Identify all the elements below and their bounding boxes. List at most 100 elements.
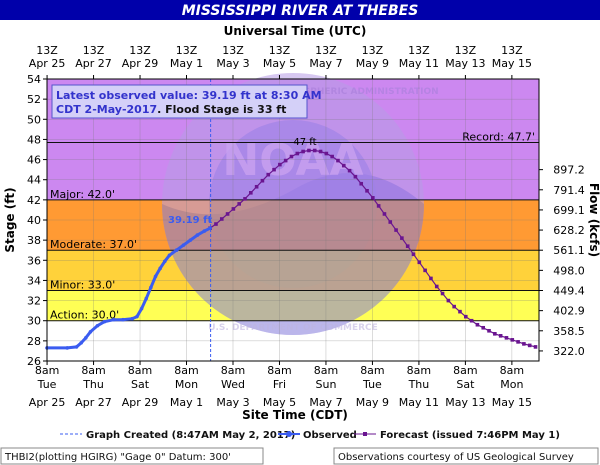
legend-forecast: Forecast (issued 7:46PM May 1) — [380, 430, 560, 441]
forecast-point — [382, 212, 387, 216]
forecast-point — [318, 149, 323, 154]
bottom-tick-label-time: 8am — [453, 364, 477, 377]
observed-point — [111, 317, 116, 322]
bottom-date-label: May 15 — [492, 396, 532, 409]
y-left-tick-label: 28 — [27, 335, 41, 348]
axis-ticks: 26 28 30 32 34 36 38 40 42 44 46 48 50 52 54 322.0 358.5… — [27, 44, 585, 409]
observed-point — [149, 285, 153, 290]
footer-right-text: Observations courtesy of US Geological S… — [338, 452, 574, 463]
forecast-point — [469, 318, 474, 323]
observed-point — [102, 319, 107, 324]
forecast-point — [434, 284, 439, 289]
forecast-point — [365, 188, 369, 193]
forecast-point — [330, 154, 334, 159]
observed-point — [195, 233, 200, 237]
record-threshold-label: Record: 47.7' — [462, 130, 535, 143]
footer-left-box — [0, 447, 264, 465]
observed-point — [88, 329, 93, 334]
y-left-axis-title: Stage (ft) — [3, 187, 17, 252]
forecast-point — [254, 184, 259, 189]
y-left-tick-label: 32 — [27, 295, 41, 308]
observed-point — [188, 238, 193, 242]
top-tick-label-date: May 15 — [492, 57, 532, 70]
top-axis-title: Universal Time (UTC) — [224, 24, 367, 38]
y-right-tick-label: 358.5 — [553, 325, 585, 338]
bottom-tick-label-day: Thu — [82, 378, 104, 391]
bottom-date-label: May 5 — [263, 396, 296, 409]
forecast-point — [504, 336, 509, 340]
bottom-tick-label-time: 8am — [314, 364, 338, 377]
observed-point — [167, 253, 172, 258]
forecast-point — [237, 202, 241, 206]
bottom-tick-label-time: 8am — [407, 364, 431, 377]
legend-forecast-marker — [363, 432, 367, 436]
top-tick-label-date: May 5 — [263, 57, 296, 70]
top-tick-label-date: Apr 27 — [75, 57, 112, 70]
forecast-point — [214, 222, 218, 226]
top-tick-label-time: 13Z — [129, 44, 151, 57]
observed-value-label: 39.19 ft — [168, 215, 212, 226]
legend: Graph Created (8:47AM May 2, 2017) Obser… — [60, 430, 560, 441]
top-tick-label-time: 13Z — [455, 44, 477, 57]
forecast-point — [371, 196, 375, 200]
forecast-point — [498, 334, 503, 338]
bottom-date-label: May 9 — [356, 396, 389, 409]
forecast-point — [243, 197, 247, 201]
bottom-tick-label-time: 8am — [221, 364, 245, 377]
bottom-tick-label-time: 8am — [267, 364, 291, 377]
bottom-date-label: Apr 27 — [75, 396, 112, 409]
forecast-point — [417, 260, 422, 265]
chart-title: MISSISSIPPI RIVER AT THEBES — [182, 3, 419, 19]
top-tick-label-time: 13Z — [362, 44, 384, 57]
forecast-point — [324, 151, 329, 156]
bottom-date-label: Apr 29 — [122, 396, 159, 409]
y-left-tick-label: 40 — [27, 214, 41, 227]
forecast-point — [411, 252, 416, 257]
y-right-tick-label: 402.9 — [553, 305, 585, 318]
info-line-1: Latest observed value: 39.19 ft at 8:30 … — [56, 89, 322, 102]
title-bar — [0, 0, 600, 20]
forecast-point — [289, 154, 294, 159]
bottom-tick-label-day: Fri — [273, 378, 286, 391]
observed-point — [135, 314, 139, 319]
y-right-axis-title: Flow (kcfs) — [587, 183, 600, 257]
y-right-tick-label: 561.1 — [553, 244, 585, 257]
bottom-tick-label-day: Sat — [131, 378, 150, 391]
observed-point — [144, 296, 149, 301]
footer-left-text: THBI2(plotting HGIRG) "Gage 0" Datum: 30… — [4, 452, 231, 463]
top-tick-label-time: 13Z — [501, 44, 523, 57]
forecast-point — [283, 158, 288, 163]
y-left-tick-label: 52 — [27, 93, 41, 106]
y-right-tick-label: 449.4 — [553, 285, 585, 298]
observed-point — [79, 341, 83, 345]
y-right-tick-label: 791.4 — [553, 184, 585, 197]
y-right-tick-label: 699.1 — [553, 204, 585, 217]
top-tick-label-date: May 9 — [356, 57, 389, 70]
forecast-point — [452, 304, 456, 309]
observed-point — [84, 336, 88, 340]
bottom-tick-label-day: Tue — [362, 378, 382, 391]
forecast-point — [463, 314, 468, 319]
forecast-point — [336, 158, 340, 163]
noaa-watermark-text: NOAA — [222, 135, 363, 186]
observed-point — [95, 323, 100, 328]
top-tick-label-time: 13Z — [83, 44, 105, 57]
y-left-tick-label: 26 — [27, 355, 41, 368]
y-right-tick-label: 897.2 — [553, 164, 585, 177]
forecast-point — [219, 217, 224, 221]
y-left-tick-label: 48 — [27, 133, 41, 146]
forecast-point — [376, 204, 381, 208]
y-left-tick-label: 30 — [27, 315, 41, 328]
bottom-tick-label-day: Sun — [315, 378, 336, 391]
info-line-2-flood-stage: . Flood Stage is 33 ft — [157, 103, 286, 116]
bottom-tick-label-time: 8am — [500, 364, 524, 377]
info-line-2-date: CDT 2-May-2017 — [56, 103, 157, 116]
y-right-tick-label: 498.0 — [553, 264, 585, 277]
y-left-tick-label: 34 — [27, 274, 41, 287]
forecast-point — [249, 191, 253, 195]
svg-text:CDT 2-May-2017. Flood Stage is: CDT 2-May-2017. Flood Stage is 33 ft — [56, 103, 286, 116]
y-left-tick-label: 38 — [27, 234, 41, 247]
bottom-tick-label-day: Thu — [408, 378, 430, 391]
forecast-point — [353, 174, 358, 179]
forecast-point — [388, 220, 393, 224]
